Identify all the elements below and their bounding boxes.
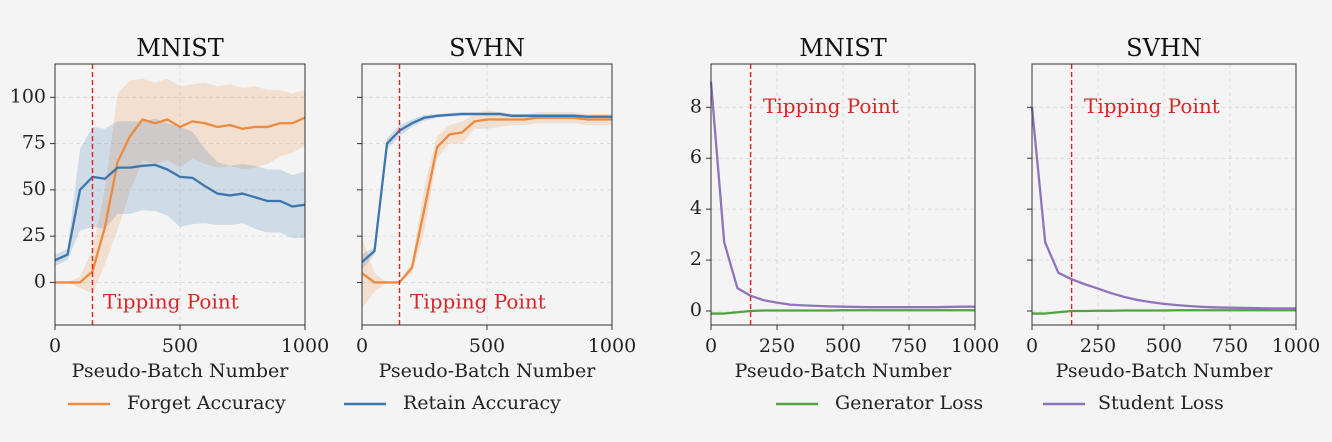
x-tick-label: 250 xyxy=(759,335,795,357)
subplot-title: SVHN xyxy=(1126,34,1202,62)
x-tick-label: 500 xyxy=(162,335,198,357)
legend-1: Generator Loss Student Loss xyxy=(776,392,1224,414)
x-tick-label: 1000 xyxy=(588,335,636,357)
y-tick-label: 2 xyxy=(690,248,702,270)
subplot-3: Tipping Point 0 250 500 750 1000 SVHN Pseudo-Ba… xyxy=(1026,34,1320,382)
legend-label: Retain Accuracy xyxy=(403,392,561,414)
y-tick-label: 0 xyxy=(690,299,702,321)
y-tick-label: 0 xyxy=(34,270,46,292)
subplot-title: MNIST xyxy=(136,34,224,62)
tipping-point-label: Tipping Point xyxy=(1084,94,1220,118)
x-tick-label: 0 xyxy=(49,335,61,357)
subplot-0: Tipping Point 0 500 1000 0 25 50 75 100 MNIST Pseu… xyxy=(10,34,329,382)
x-tick-label: 0 xyxy=(1026,335,1038,357)
legend-label: Student Loss xyxy=(1098,392,1224,414)
x-tick-label: 500 xyxy=(469,335,505,357)
subplot-1: Tipping Point 0 500 1000 SVHN Pseudo-Batch Nu… xyxy=(356,34,636,382)
legend-0: Forget Accuracy Retain Accuracy xyxy=(68,392,561,414)
x-tick-label: 1000 xyxy=(1272,335,1320,357)
y-tick-label: 6 xyxy=(690,146,702,168)
confidence-band-0 xyxy=(55,78,305,294)
x-tick-label: 0 xyxy=(356,335,368,357)
y-tick-label: 100 xyxy=(10,85,46,107)
legend-label: Forget Accuracy xyxy=(127,392,286,414)
subplot-2: Tipping Point 0 250 500 750 1000 0 2 4 6 8 MNIST Pse… xyxy=(690,34,999,382)
confidence-band-1 xyxy=(55,118,305,266)
x-axis-label: Pseudo-Batch Number xyxy=(1056,360,1274,382)
tipping-point-label: Tipping Point xyxy=(103,289,239,313)
x-tick-label: 1000 xyxy=(951,335,999,357)
x-tick-label: 0 xyxy=(705,335,717,357)
x-tick-label: 750 xyxy=(891,335,927,357)
x-tick-label: 1000 xyxy=(281,335,329,357)
x-tick-label: 250 xyxy=(1080,335,1116,357)
x-tick-label: 750 xyxy=(1212,335,1248,357)
subplot-title: SVHN xyxy=(449,34,525,62)
subplot-title: MNIST xyxy=(799,34,887,62)
tipping-point-label: Tipping Point xyxy=(410,289,546,313)
legend-label: Generator Loss xyxy=(835,392,983,414)
x-axis-label: Pseudo-Batch Number xyxy=(72,360,290,382)
x-tick-label: 500 xyxy=(1146,335,1182,357)
y-tick-label: 4 xyxy=(690,197,702,219)
x-axis-label: Pseudo-Batch Number xyxy=(735,360,953,382)
y-tick-label: 50 xyxy=(22,178,46,200)
x-tick-label: 500 xyxy=(825,335,861,357)
y-tick-label: 8 xyxy=(690,95,702,117)
tipping-point-label: Tipping Point xyxy=(763,94,899,118)
y-tick-label: 25 xyxy=(22,224,46,246)
x-axis-label: Pseudo-Batch Number xyxy=(379,360,597,382)
y-tick-label: 75 xyxy=(22,132,46,154)
